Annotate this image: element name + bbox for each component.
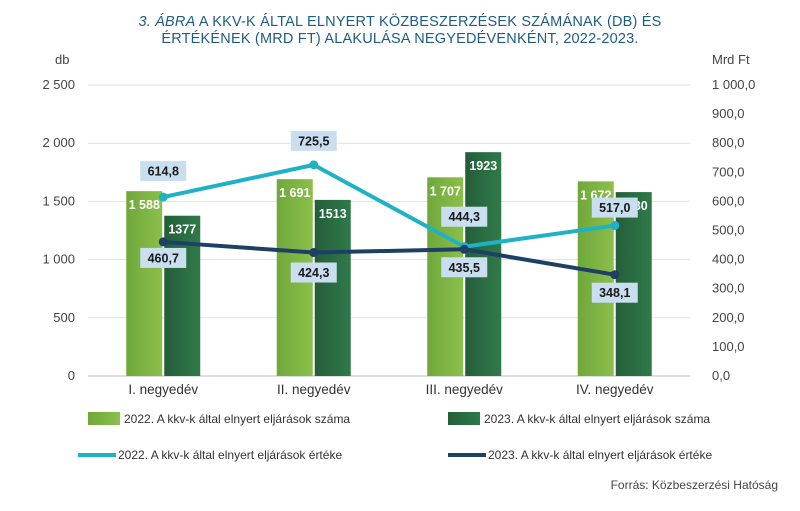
left-tick-label: 1 000 [42,252,75,267]
category-label: III. negyedév [426,382,504,397]
line-point [610,270,620,280]
bar-value-label: 1513 [319,207,347,221]
bar-value-label: 1 707 [430,184,461,198]
bar-value-label: 1923 [469,159,497,173]
right-axis-unit: Mrd Ft [712,52,750,67]
legend-label: 2022. A kkv-k által elnyert eljárások ér… [118,448,342,462]
line-point [610,221,620,231]
title-line-2: ÉRTÉKÉNEK (MRD FT) ALAKULÁSA NEGYEDÉVENK… [161,31,639,47]
line-value-box [591,197,638,218]
line-value-label: 517,0 [599,201,630,215]
line-value-box [441,257,488,278]
right-tick-label: 700,0 [712,164,745,179]
right-tick-label: 800,0 [712,135,745,150]
line-value-box [591,282,638,303]
left-tick-label: 0 [68,368,75,383]
bar-value-label: 1377 [168,223,196,237]
legend-swatch [88,412,120,425]
line-point [158,237,168,247]
line-value-label: 614,8 [148,165,179,179]
line-point [158,192,168,202]
right-tick-label: 600,0 [712,193,745,208]
legend-swatch [448,412,480,425]
line-value-box [140,247,187,268]
line-value-label: 348,1 [599,286,630,300]
line-value-box [290,262,337,283]
line-value-label: 424,3 [298,266,329,280]
category-label: IV. negyedév [576,382,654,397]
right-tick-label: 0,0 [712,368,730,383]
left-axis-unit: db [55,52,69,67]
line-2023 [163,239,616,277]
right-tick-label: 900,0 [712,106,745,121]
right-tick-label: 100,0 [712,339,745,354]
category-label: I. negyedév [128,382,198,397]
legend-label: 2022. A kkv-k által elnyert eljárások sz… [124,412,350,426]
title-line-1: A KKV-K ÁLTAL ELNYERT KÖZBESZERZÉSEK SZÁ… [195,14,662,30]
right-tick-label: 1 000,0 [712,77,755,92]
line-point [459,244,469,254]
right-tick-label: 200,0 [712,310,745,325]
bar-2023 [314,199,351,376]
right-tick-label: 400,0 [712,252,745,267]
line-value-label: 460,7 [148,251,179,265]
line-value-box [290,130,337,151]
line-point [309,248,319,258]
right-tick-label: 300,0 [712,281,745,296]
line-value-label: 444,3 [449,210,480,224]
line-value-box [140,161,187,182]
left-tick-label: 2 500 [42,77,75,92]
legend-label: 2023. A kkv-k által elnyert eljárások sz… [484,412,710,426]
category-label: II. negyedév [277,382,351,397]
left-tick-label: 500 [53,310,75,325]
line-value-box [441,206,488,227]
bar-value-label: 1 588 [129,198,160,212]
line-2022 [162,162,616,249]
line-value-label: 725,5 [298,134,329,148]
left-tick-label: 2 000 [42,135,75,150]
chart-title: 3. ÁBRA A KKV-K ÁLTAL ELNYERT KÖZBESZERZ… [0,14,800,48]
line-point [309,160,319,170]
right-tick-label: 500,0 [712,223,745,238]
legend-label: 2023. A kkv-k által elnyert eljárások ér… [488,448,712,462]
left-tick-label: 1 500 [42,193,75,208]
line-value-label: 435,5 [449,261,480,275]
source-note: Forrás: Közbeszerzési Hatóság [610,478,778,492]
bar-value-label: 1 691 [279,186,310,200]
bar-2023 [164,215,201,376]
figure-number: 3. ÁBRA [138,14,196,30]
bar-2022 [126,191,163,376]
